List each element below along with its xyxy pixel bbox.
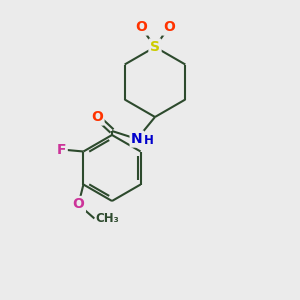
Text: S: S [150, 40, 160, 54]
Text: N: N [131, 132, 143, 146]
Text: O: O [163, 20, 175, 34]
Text: O: O [135, 20, 147, 34]
Text: O: O [91, 110, 103, 124]
Text: F: F [57, 142, 66, 157]
Text: O: O [73, 197, 84, 212]
Text: H: H [144, 134, 154, 148]
Text: CH₃: CH₃ [95, 212, 119, 225]
